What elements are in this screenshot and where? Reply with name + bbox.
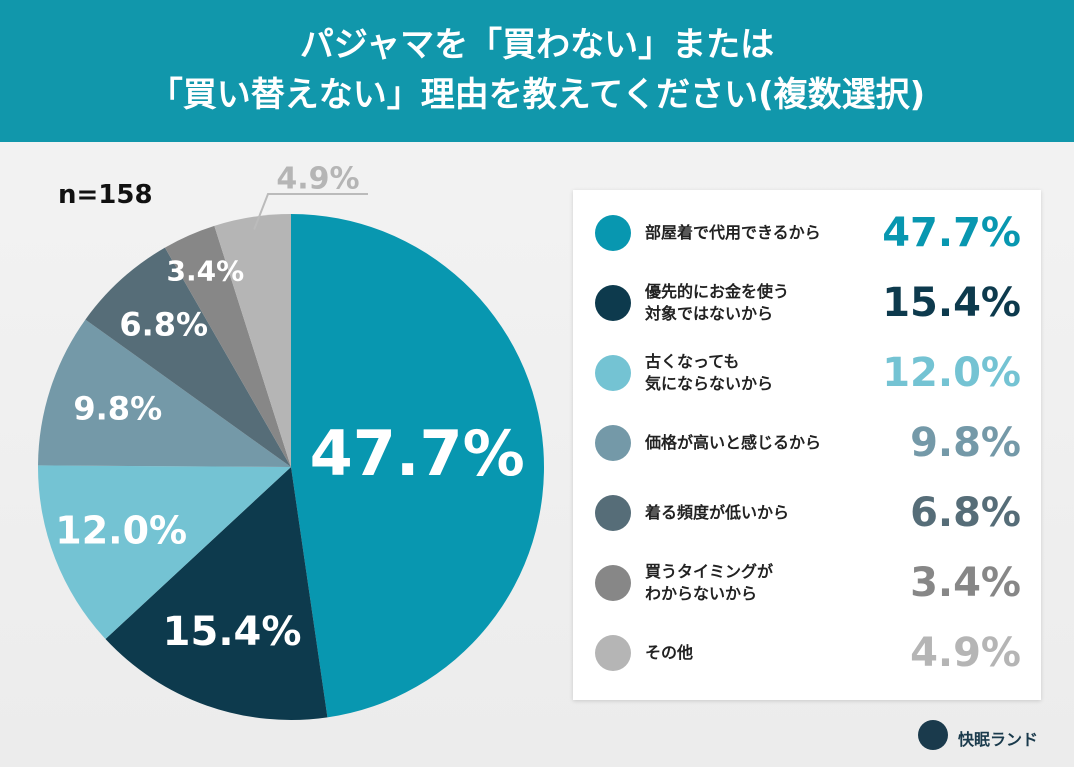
legend-value: 6.8% — [910, 490, 1021, 536]
title-line: 「買い替えない」理由を教えてください(複数選択) — [148, 75, 926, 115]
legend-swatch — [595, 215, 631, 251]
legend-label: その他 — [645, 643, 694, 662]
pie-slice — [164, 225, 291, 467]
legend-value: 47.7% — [882, 210, 1021, 256]
legend-item: 部屋着で代用できるから 47.7% — [573, 203, 1041, 263]
pie-slice — [85, 247, 292, 467]
legend-item: 価格が高いと感じるから 9.8% — [573, 413, 1041, 473]
slice-label: 15.4% — [163, 609, 302, 655]
legend-label: 着る頻度が低いから — [645, 503, 790, 522]
brand: 快眠ランド — [958, 730, 1039, 749]
legend-value: 3.4% — [910, 560, 1021, 606]
legend-item: 古くなっても 気にならないから 12.0% — [573, 343, 1041, 403]
legend-swatch — [595, 425, 631, 461]
legend-label: 古くなっても 気にならないから — [645, 352, 774, 393]
legend-value: 12.0% — [882, 350, 1021, 396]
title-line: パジャマを「買わない」または — [299, 25, 775, 65]
slice-label: 47.7% — [310, 417, 525, 490]
pie-slice — [291, 214, 544, 718]
legend-label: 価格が高いと感じるから — [645, 433, 822, 452]
pie-slice — [38, 319, 292, 467]
slice-label: 12.0% — [55, 508, 187, 552]
legend-value: 4.9% — [910, 630, 1021, 676]
legend-label: 買うタイミングが わからないから — [645, 562, 774, 603]
legend-item: 買うタイミングが わからないから 3.4% — [573, 553, 1041, 613]
slice-label: 6.8% — [119, 305, 208, 343]
legend-swatch — [595, 285, 631, 321]
legend-item: 着る頻度が低いから 6.8% — [573, 483, 1041, 543]
legend-label: 優先的にお金を使う 対象ではないから — [645, 282, 790, 323]
legend-swatch — [595, 565, 631, 601]
legend-item: その他 4.9% — [573, 623, 1041, 683]
legend-swatch — [595, 495, 631, 531]
pie-slice — [105, 467, 328, 720]
legend-swatch — [595, 635, 631, 671]
slice-label: 4.9% — [276, 162, 359, 197]
pie-slice — [214, 214, 291, 467]
pie-slice — [37, 465, 292, 640]
slice-label: 9.8% — [73, 390, 162, 428]
legend-swatch — [595, 355, 631, 391]
legend-label: 部屋着で代用できるから — [645, 223, 821, 242]
legend-value: 15.4% — [882, 280, 1021, 326]
slice-label: 3.4% — [167, 254, 245, 287]
legend: 部屋着で代用できるから 47.7% 優先的にお金を使う 対象ではないから 15.4% 古… — [573, 190, 1041, 700]
header: パジャマを「買わない」または 「買い替えない」理由を教えてください(複数選択) — [0, 0, 1074, 142]
logo — [918, 720, 948, 750]
legend-value: 9.8% — [910, 420, 1021, 466]
legend-item: 優先的にお金を使う 対象ではないから 15.4% — [573, 273, 1041, 333]
leader-line — [253, 193, 368, 230]
sample-size: n=158 — [58, 180, 153, 210]
